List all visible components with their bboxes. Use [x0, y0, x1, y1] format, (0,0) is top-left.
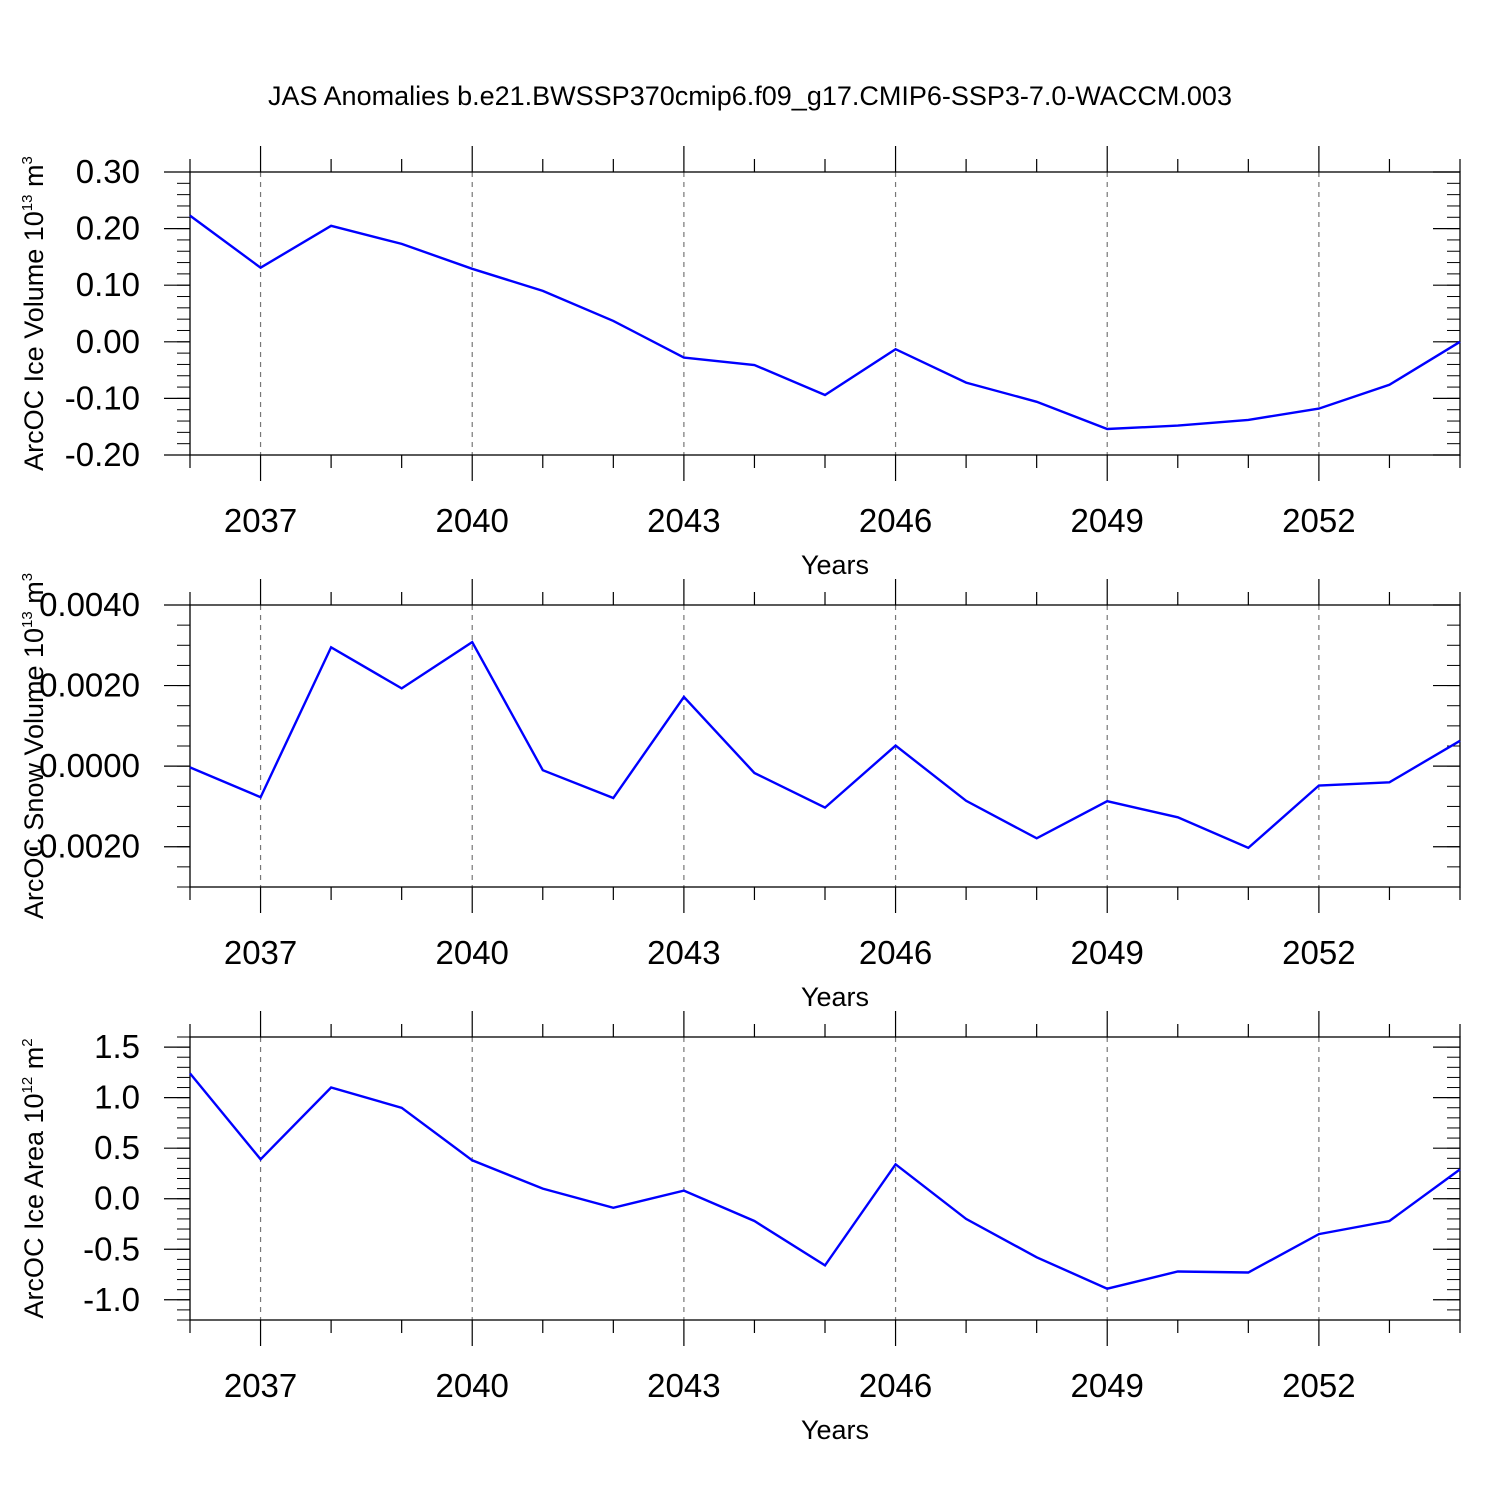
y-tick-label: 0.5	[94, 1129, 140, 1166]
y-tick-label: -0.0020	[28, 828, 140, 865]
x-axis-label: Years	[801, 982, 869, 1012]
figure-title: JAS Anomalies b.e21.BWSSP370cmip6.f09_g1…	[268, 81, 1232, 111]
y-axis-label-unit-exponent: 3	[19, 573, 36, 581]
y-axis-label-unit: m	[19, 165, 49, 195]
y-axis-label-exponent: 12	[19, 1077, 36, 1094]
x-tick-label: 2052	[1282, 502, 1355, 539]
y-tick-label: 0.0000	[39, 747, 140, 784]
y-axis-label: ArcOC Ice Volume 1013 m3	[19, 156, 49, 471]
x-tick-label: 2043	[647, 502, 720, 539]
series-line	[189, 640, 1461, 850]
x-tick-label: 2049	[1071, 934, 1144, 971]
x-tick-label: 2037	[224, 1367, 297, 1404]
y-tick-label: -1.0	[83, 1281, 140, 1318]
y-tick-label: -0.10	[65, 379, 140, 416]
y-axis-label-text: ArcOC Ice Volume 10	[19, 211, 49, 471]
x-tick-label: 2040	[436, 1367, 509, 1404]
y-tick-label: 0.20	[76, 210, 140, 247]
plot-frame	[189, 604, 1461, 888]
x-axis-label: Years	[801, 1415, 869, 1445]
y-axis-label-unit-exponent: 2	[19, 1038, 36, 1046]
x-axis-label: Years	[801, 550, 869, 580]
y-axis-label-exponent: 13	[19, 195, 36, 212]
y-axis-label: ArcOC Ice Area 1012 m2	[19, 1038, 49, 1318]
y-tick-label: -0.20	[65, 436, 140, 473]
y-axis-label-exponent: 13	[19, 611, 36, 628]
x-tick-label: 2049	[1071, 1367, 1144, 1404]
x-tick-label: 2043	[647, 1367, 720, 1404]
y-tick-label: -0.5	[83, 1230, 140, 1267]
y-axis-label-text: ArcOC Snow Volume 10	[19, 628, 49, 919]
y-axis-label-unit: m	[19, 1047, 49, 1077]
series-line	[189, 1072, 1461, 1290]
y-tick-label: 0.30	[76, 153, 140, 190]
x-tick-label: 2037	[224, 502, 297, 539]
chart-panel-3: -1.0 -0.5 0.0 0.5 1.0 1.5 2037 2040 2043 2046 2049…	[19, 1011, 1461, 1445]
plot-frame	[189, 1036, 1461, 1321]
x-tick-label: 2046	[859, 1367, 932, 1404]
y-tick-label: 0.0020	[39, 667, 140, 704]
y-axis-label-unit: m	[19, 581, 49, 611]
x-tick-label: 2052	[1282, 1367, 1355, 1404]
chart-panel-2: -0.0020 0.0000 0.0020 0.0040 2037 2040 2043 204…	[19, 573, 1461, 1012]
chart-panel-1: -0.20 -0.10 0.00 0.10 0.20 0.30 2037 2040 2043 20…	[19, 146, 1461, 580]
x-tick-label: 2046	[859, 502, 932, 539]
y-tick-label: 0.00	[76, 323, 140, 360]
x-tick-label: 2040	[436, 502, 509, 539]
y-tick-label: 1.5	[94, 1028, 140, 1065]
y-tick-label: 0.0040	[39, 586, 140, 623]
y-tick-label: 0.0	[94, 1180, 140, 1217]
y-tick-label: 1.0	[94, 1079, 140, 1116]
y-axis-label-unit-exponent: 3	[19, 156, 36, 164]
y-tick-label: 0.10	[76, 266, 140, 303]
x-tick-label: 2043	[647, 934, 720, 971]
y-axis-label: ArcOC Snow Volume 1013 m3	[19, 573, 49, 919]
x-tick-label: 2049	[1071, 502, 1144, 539]
x-tick-label: 2037	[224, 934, 297, 971]
x-tick-label: 2040	[436, 934, 509, 971]
y-axis-label-text: ArcOC Ice Area 10	[19, 1093, 49, 1318]
plot-frame	[189, 171, 1461, 456]
x-tick-label: 2046	[859, 934, 932, 971]
series-line	[189, 214, 1461, 431]
x-tick-label: 2052	[1282, 934, 1355, 971]
